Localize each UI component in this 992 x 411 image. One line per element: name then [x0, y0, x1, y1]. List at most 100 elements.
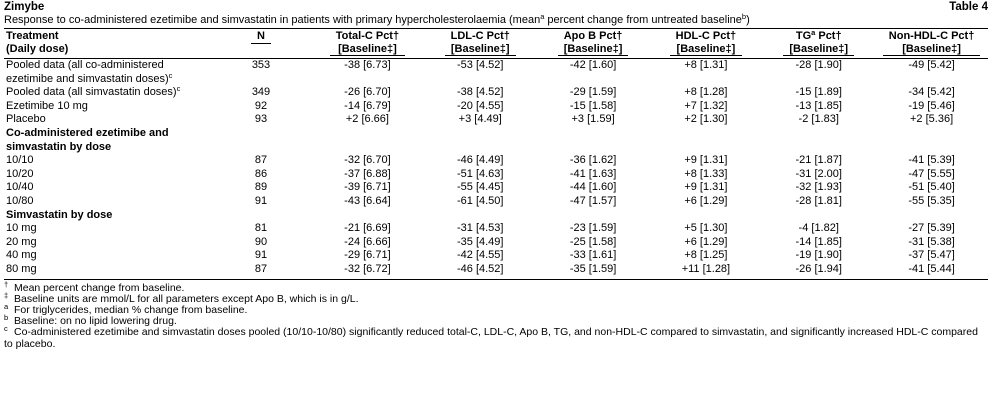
value-cell: -41 [5.44] [908, 262, 955, 275]
data-row: 80 mg 87 -32 [6.72] -46 [4.52] -35 [1.59] +11… [4, 263, 988, 279]
value-cell: -43 [6.64] [344, 194, 391, 207]
value-cell: -26 [1.94] [795, 262, 842, 275]
value-cell: -32 [6.70] [344, 154, 391, 167]
column-name: Pct† [815, 30, 842, 42]
column-sup: a [811, 28, 816, 37]
footnote-text: Baseline: on no lipid lowering drug. [14, 315, 177, 328]
column-name: N [257, 30, 265, 42]
section-row: Co-administered ezetimibe and simvastati… [4, 127, 988, 154]
empty-cell [762, 209, 875, 223]
value-cell: +5 [1.30] [684, 222, 728, 235]
value-cell: -39 [6.71] [344, 181, 391, 194]
column-sub: [Baseline‡] [450, 42, 510, 55]
value-cell: -46 [4.52] [457, 262, 504, 275]
column-sub: [Baseline‡] [676, 42, 736, 55]
value-cell: -55 [5.35] [908, 194, 955, 207]
empty-cell [211, 127, 311, 154]
value-cell: -37 [5.47] [908, 249, 955, 262]
data-row: Ezetimibe 10 mg 92 -14 [6.79] -20 [4.55] -15… [4, 100, 988, 114]
data-row: 10/10 87 -32 [6.70] -46 [4.49] -36 [1.62] +9 … [4, 154, 988, 168]
value-cell: -44 [1.60] [569, 181, 617, 194]
column-header-inner: HDL-C Pct† [Baseline‡] [669, 30, 743, 56]
row-label: 10 mg [4, 222, 211, 236]
caption: Response to co-administered ezetimibe an… [4, 12, 988, 29]
row-label-text: 10/80 [6, 194, 34, 207]
value-cell: -31 [4.53] [457, 222, 504, 235]
value-cell: -24 [6.66] [344, 235, 391, 248]
header-row: Treatment (Daily dose) N Total-C Pct† [Basel… [4, 29, 988, 59]
footnote: b Baseline: on no lipid lowering drug. [4, 313, 177, 328]
empty-cell [311, 209, 424, 223]
value-cell: +2 [5.36] [910, 113, 954, 126]
value-cell: -20 [4.55] [457, 99, 504, 112]
empty-cell [424, 209, 537, 223]
value-cell: -51 [5.40] [908, 181, 955, 194]
value-cell: -41 [1.63] [569, 167, 617, 180]
n-cell: 86 [254, 167, 268, 180]
value-cell: -2 [1.83] [798, 113, 839, 126]
row-label-sup: c [176, 84, 181, 94]
row-label: Placebo [4, 113, 211, 127]
header: Zimybe Table 4 [4, 1, 988, 14]
column-header-inner: LDL-C Pct† [Baseline‡] [444, 30, 516, 56]
empty-cell [311, 127, 424, 154]
value-cell: -29 [6.71] [344, 249, 391, 262]
value-cell: +2 [6.66] [345, 113, 389, 126]
caption-sup: a [540, 12, 545, 21]
column-sub: (Daily dose) [6, 42, 69, 55]
value-cell: -21 [1.87] [795, 154, 842, 167]
column-header: Apo B Pct† [Baseline‡] [537, 29, 650, 59]
section-label: Co-administered ezetimibe and simvastati… [6, 126, 169, 153]
value-cell: -33 [1.61] [569, 249, 617, 262]
column-name: Non-HDL-C Pct† [888, 30, 975, 42]
value-cell: -15 [1.58] [569, 99, 617, 112]
value-cell: -34 [5.42] [908, 86, 955, 99]
title: Zimybe [4, 1, 45, 13]
n-cell: 91 [254, 249, 268, 262]
row-label-text: 40 mg [6, 249, 37, 262]
row-label-text: 20 mg [6, 235, 37, 248]
footnote-text: Baseline units are mmol/L for all parame… [14, 292, 359, 305]
row-label-text: Pooled data (all simvastatin doses) [6, 86, 177, 99]
table-head: Treatment (Daily dose) N Total-C Pct† [Basel… [4, 29, 988, 59]
column-sub: [Baseline‡] [338, 42, 397, 55]
column-name: HDL-C Pct† [675, 30, 737, 42]
column-sub: [Baseline‡] [902, 42, 961, 55]
column-header: HDL-C Pct† [Baseline‡] [649, 29, 762, 59]
n-cell: 90 [254, 235, 268, 248]
value-cell: -31 [5.38] [908, 235, 955, 248]
data-row: Placebo 93 +2 [6.66] +3 [4.49] +3 [1.59] +2 [… [4, 113, 988, 127]
value-cell: +8 [1.33] [684, 167, 728, 180]
value-cell: -13 [1.85] [795, 99, 842, 112]
data-row: Pooled data (all simvastatin doses)c 349 -… [4, 84, 988, 100]
value-cell: -4 [1.82] [798, 222, 839, 235]
value-cell: +6 [1.29] [684, 194, 728, 207]
row-label: Ezetimibe 10 mg [4, 100, 211, 114]
data-row: 40 mg 91 -29 [6.71] -42 [4.55] -33 [1.61] +8 … [4, 249, 988, 263]
value-cell: +3 [1.59] [571, 113, 615, 126]
value-cell: -32 [6.72] [344, 262, 391, 275]
value-cell: -35 [1.59] [569, 262, 617, 275]
column-header: Non-HDL-C Pct† [Baseline‡] [875, 29, 988, 59]
n-cell: 87 [254, 262, 268, 275]
data-row: 10/40 89 -39 [6.71] -55 [4.45] -44 [1.60] +9 … [4, 181, 988, 195]
value-cell: -55 [4.45] [457, 181, 504, 194]
empty-cell [649, 127, 762, 154]
column-name: Treatment [6, 30, 59, 42]
data-row: 10/20 86 -37 [6.88] -51 [4.63] -41 [1.63] +8 … [4, 168, 988, 182]
n-cell: 87 [254, 154, 268, 167]
n-cell: 91 [254, 194, 268, 207]
row-label-text: 10/40 [6, 181, 34, 194]
empty-cell [424, 127, 537, 154]
value-cell: -61 [4.50] [457, 194, 504, 207]
value-cell: -36 [1.62] [569, 154, 617, 167]
value-cell: -47 [5.55] [908, 167, 955, 180]
value-cell: -19 [1.90] [795, 249, 842, 262]
value-cell: -38 [4.52] [457, 86, 504, 99]
footnote: a For triglycerides, median % change from… [4, 301, 248, 316]
footnote-text: Co-administered ezetimibe and simvastati… [4, 326, 978, 350]
column-header: TGa Pct† [Baseline‡] [762, 29, 875, 59]
empty-cell [537, 127, 650, 154]
value-cell: -37 [6.88] [344, 167, 391, 180]
value-cell: -41 [5.39] [908, 154, 955, 167]
